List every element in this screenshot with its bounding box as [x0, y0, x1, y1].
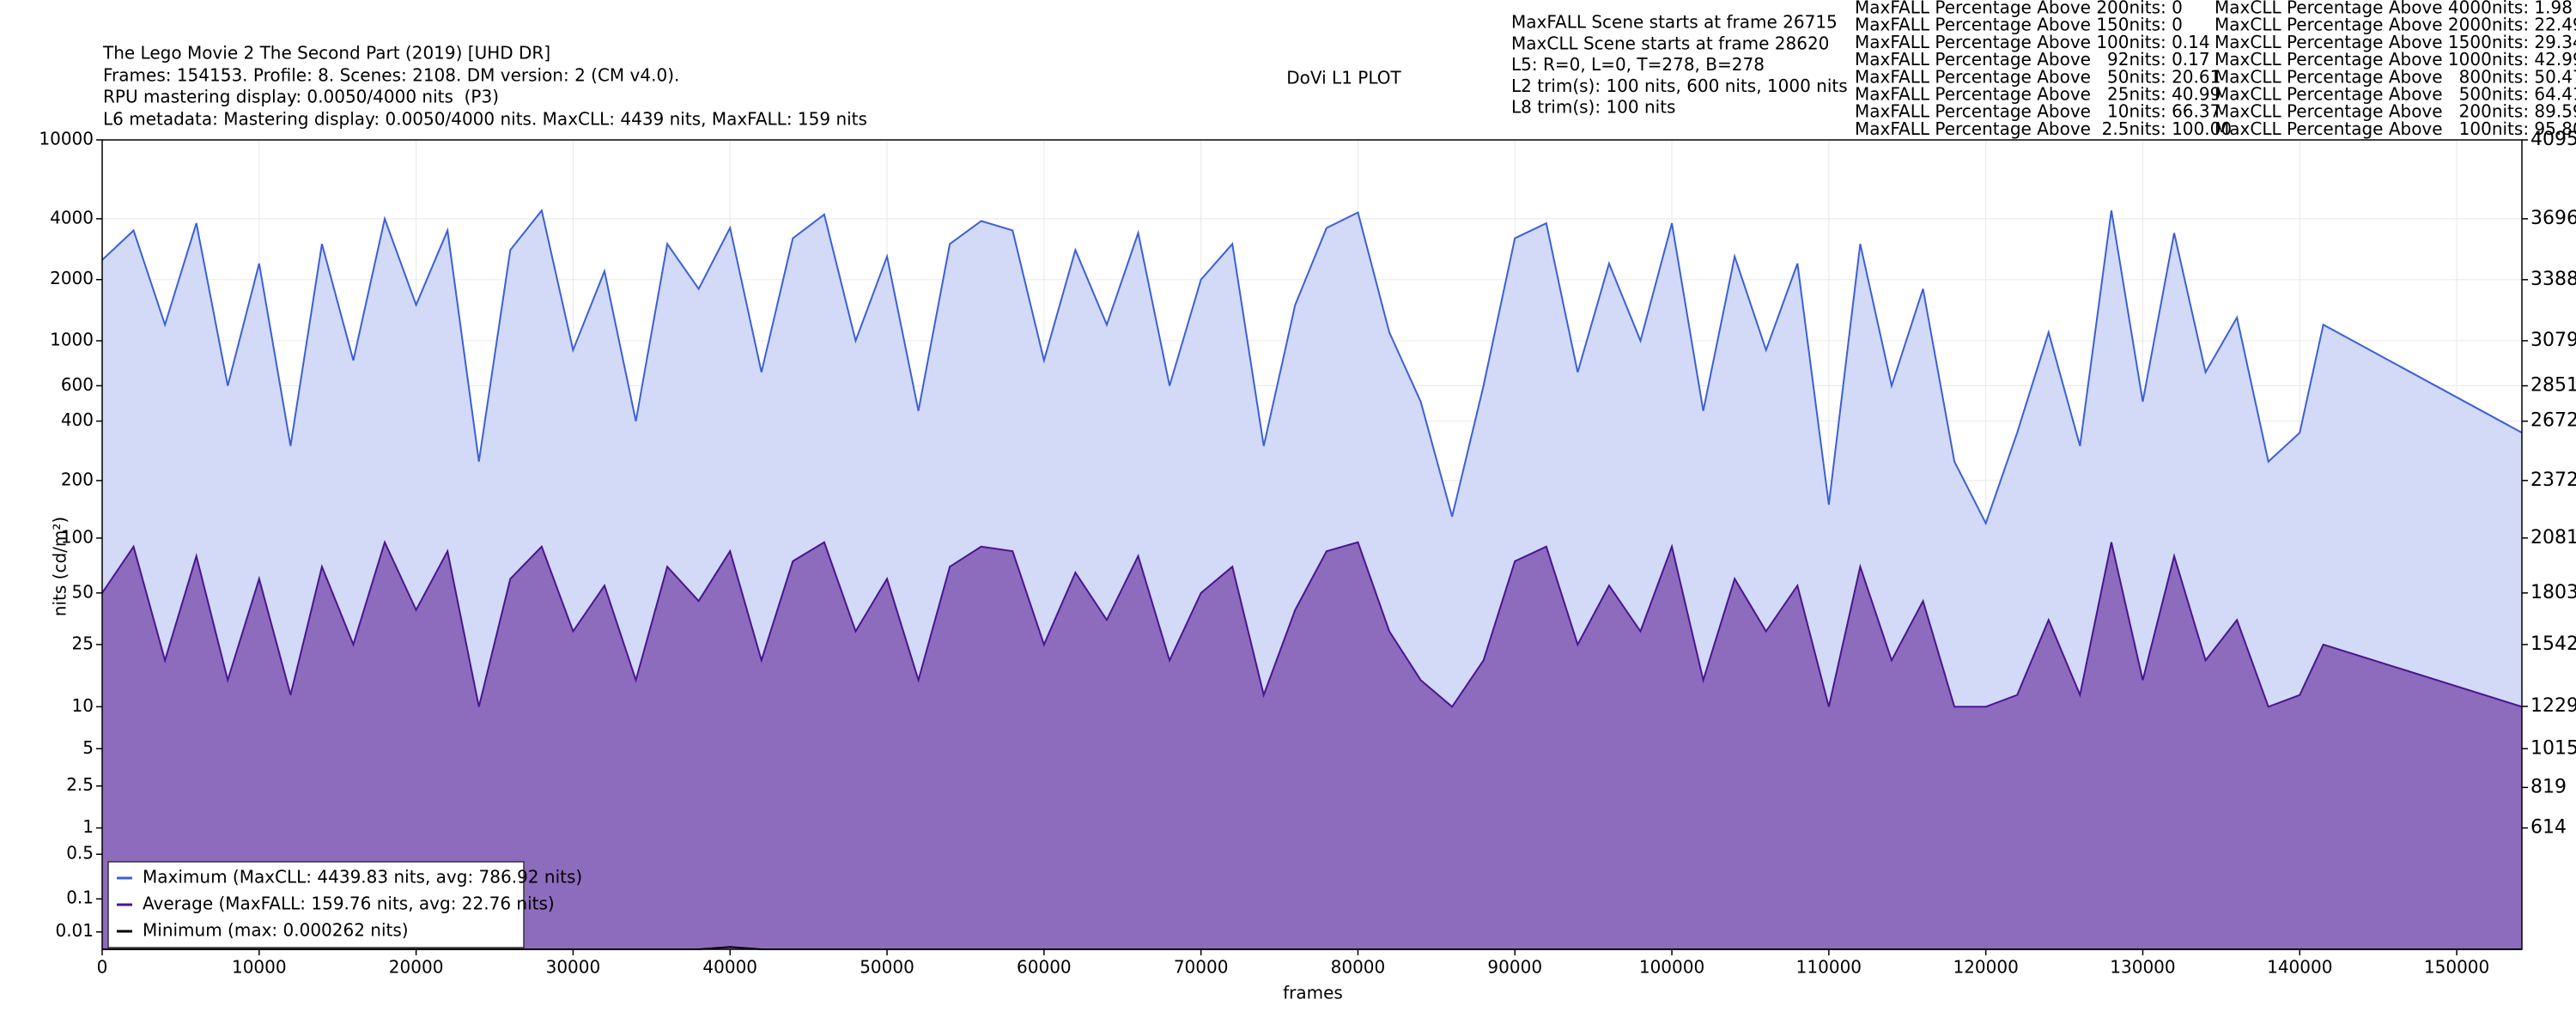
y2-tick-label: 614	[2530, 817, 2567, 839]
x-tick-label: 40000	[702, 957, 757, 978]
info-line: L6 metadata: Mastering display: 0.0050/4…	[103, 109, 867, 130]
y2-tick-label: 2372	[2530, 470, 2576, 491]
legend-box	[107, 861, 525, 948]
maxfall-percentage: MaxFALL Percentage Above 50nits: 20.61	[1855, 66, 2221, 87]
y-tick-label: 100	[61, 526, 94, 547]
plot-frame	[101, 139, 2523, 950]
x-tick-label: 110000	[1796, 957, 1862, 978]
series-line	[101, 208, 2523, 526]
scene-info: MaxCLL Scene starts at frame 28620	[1511, 33, 1829, 53]
y2-tick-label: 1542	[2530, 633, 2576, 655]
legend-label: Average (MaxFALL: 159.76 nits, avg: 22.7…	[143, 894, 555, 914]
x-tick-label: 150000	[2424, 957, 2489, 978]
y2-tick-label: 2672	[2530, 410, 2576, 432]
legend-label: Maximum (MaxCLL: 4439.83 nits, avg: 786.…	[143, 867, 582, 888]
scene-info: L2 trim(s): 100 nits, 600 nits, 1000 nit…	[1511, 76, 1848, 96]
x-tick-label: 90000	[1487, 957, 1542, 978]
maxcll-percentage: MaxCLL Percentage Above 1500nits: 29.34	[2215, 32, 2576, 52]
y-axis-label: nits (cd/m²)	[50, 517, 70, 616]
maxcll-percentage: MaxCLL Percentage Above 500nits: 64.41	[2215, 84, 2576, 105]
x-tick-label: 0	[97, 957, 108, 978]
maxcll-percentage: MaxCLL Percentage Above 800nits: 50.47	[2215, 66, 2576, 87]
y2-tick-label: 3079	[2530, 330, 2576, 351]
x-tick-label: 130000	[2110, 957, 2175, 978]
y-tick-label: 400	[61, 409, 94, 430]
x-tick-label: 20000	[389, 957, 444, 978]
y-tick-label: 25	[72, 633, 94, 653]
maxfall-percentage: MaxFALL Percentage Above 100nits: 0.14	[1855, 32, 2210, 52]
y-tick-label: 10000	[39, 129, 94, 149]
maxcll-percentage: MaxCLL Percentage Above 4000nits: 1.98	[2215, 0, 2573, 18]
maxcll-percentage: MaxCLL Percentage Above 1000nits: 42.99	[2215, 49, 2576, 70]
y-tick-label: 10	[72, 695, 94, 716]
y2-tick-label: 3696	[2530, 208, 2576, 229]
x-tick-label: 140000	[2267, 957, 2332, 978]
y-tick-label: 0.5	[66, 843, 94, 863]
x-tick-label: 80000	[1331, 957, 1386, 978]
y2-tick-label: 2081	[2530, 527, 2576, 548]
y-tick-label: 2000	[50, 268, 94, 288]
legend-label: Minimum (max: 0.000262 nits)	[143, 920, 409, 941]
x-tick-label: 70000	[1174, 957, 1229, 978]
maxfall-percentage: MaxFALL Percentage Above 92nits: 0.17	[1855, 49, 2210, 70]
series-line	[101, 539, 2523, 708]
x-tick-label: 120000	[1953, 957, 2018, 978]
maxfall-percentage: MaxFALL Percentage Above 150nits: 0	[1855, 15, 2183, 35]
maxcll-percentage: MaxCLL Percentage Above 200nits: 89.59	[2215, 101, 2576, 122]
scene-info: L8 trim(s): 100 nits	[1511, 97, 1675, 118]
y2-tick-label: 3388	[2530, 269, 2576, 290]
y2-tick-label: 1015	[2530, 737, 2576, 759]
x-tick-label: 10000	[232, 957, 287, 978]
info-line: Frames: 154153. Profile: 8. Scenes: 2108…	[103, 65, 679, 86]
y2-tick-label: 2851	[2530, 374, 2576, 396]
y2-tick-label: 819	[2530, 776, 2567, 797]
info-line: The Lego Movie 2 The Second Part (2019) …	[102, 43, 550, 64]
y-tick-label: 0.1	[66, 888, 94, 908]
maxcll-percentage: MaxCLL Percentage Above 2000nits: 22.49	[2215, 15, 2576, 35]
y-tick-label: 600	[61, 374, 94, 395]
x-tick-label: 60000	[1017, 957, 1072, 978]
x-tick-label: 100000	[1639, 957, 1704, 978]
y-tick-label: 50	[72, 581, 94, 602]
y-tick-label: 200	[61, 469, 94, 489]
x-axis-label: frames	[1283, 983, 1343, 1003]
y-tick-label: 1	[82, 816, 94, 837]
x-tick-label: 50000	[860, 957, 914, 978]
info-line: RPU mastering display: 0.0050/4000 nits …	[103, 87, 499, 107]
maxfall-percentage: MaxFALL Percentage Above 25nits: 40.99	[1855, 84, 2221, 105]
chart-title: DoVi L1 PLOT	[1286, 68, 1401, 88]
x-tick-label: 30000	[546, 957, 601, 978]
y-tick-label: 0.01	[55, 920, 94, 941]
maxfall-percentage: MaxFALL Percentage Above 2.5nits: 100.00	[1855, 118, 2232, 139]
y2-tick-label: 4095	[2530, 129, 2576, 150]
y-tick-label: 5	[82, 737, 94, 758]
maxcll-percentage: MaxCLL Percentage Above 100nits: 95.80	[2215, 118, 2576, 139]
y-tick-label: 2.5	[66, 774, 94, 795]
scene-info: L5: R=0, L=0, T=278, B=278	[1511, 54, 1765, 75]
y2-tick-label: 1803	[2530, 582, 2576, 603]
scene-info: MaxFALL Scene starts at frame 26715	[1511, 12, 1838, 33]
series-area	[102, 542, 2522, 949]
y2-tick-label: 1229	[2530, 695, 2576, 717]
maxfall-percentage: MaxFALL Percentage Above 200nits: 0	[1855, 0, 2183, 18]
maxfall-percentage: MaxFALL Percentage Above 10nits: 66.37	[1855, 101, 2221, 122]
y-tick-label: 4000	[50, 207, 94, 227]
y-tick-label: 1000	[50, 330, 94, 350]
